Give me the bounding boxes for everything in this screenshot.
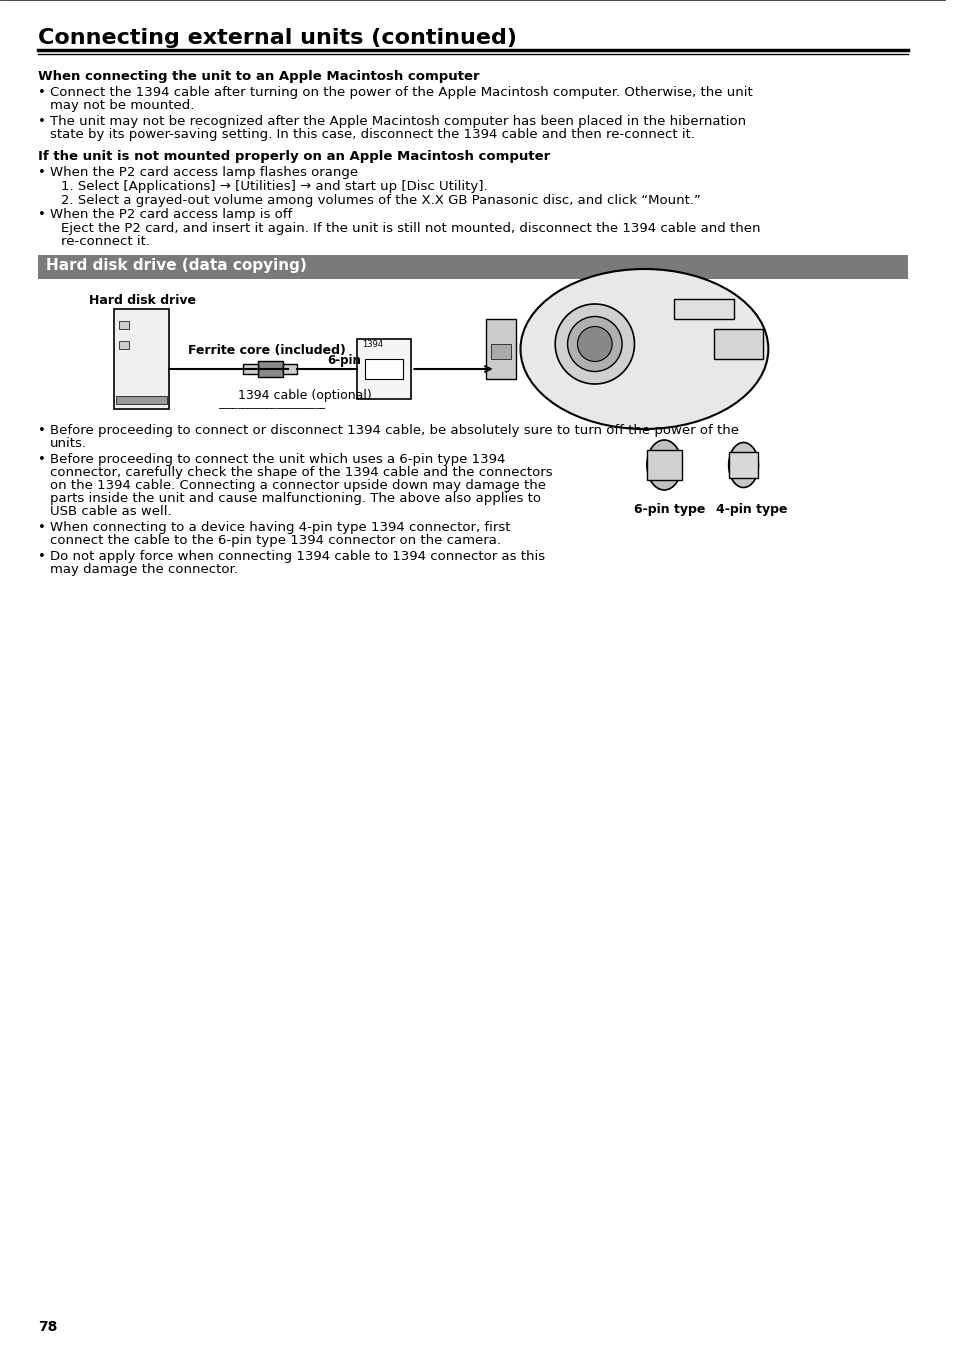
Text: units.: units. <box>50 437 87 450</box>
Text: •: • <box>37 167 46 179</box>
Bar <box>674 299 733 320</box>
Text: may not be mounted.: may not be mounted. <box>50 99 193 112</box>
Text: •: • <box>37 550 46 563</box>
Text: •: • <box>37 87 46 99</box>
Ellipse shape <box>555 305 634 385</box>
Text: Ferrite core (included): Ferrite core (included) <box>188 344 346 357</box>
Text: •: • <box>37 209 46 221</box>
Text: ______________________: ______________________ <box>218 399 325 409</box>
Text: The unit may not be recognized after the Apple Macintosh computer has been place: The unit may not be recognized after the… <box>50 115 745 129</box>
Bar <box>713 329 762 359</box>
Bar <box>282 364 297 374</box>
Bar <box>356 338 411 399</box>
Bar <box>490 344 510 359</box>
Bar <box>257 362 282 376</box>
Bar <box>119 341 129 349</box>
Text: Hard disk drive: Hard disk drive <box>90 294 196 307</box>
Text: When connecting to a device having 4-pin type 1394 connector, first: When connecting to a device having 4-pin… <box>50 521 510 533</box>
Text: 1394: 1394 <box>361 340 382 349</box>
Bar <box>728 452 758 478</box>
Bar <box>37 255 907 279</box>
Text: 6-pin: 6-pin <box>327 353 360 367</box>
Text: When the P2 card access lamp flashes orange: When the P2 card access lamp flashes ora… <box>50 167 357 179</box>
Ellipse shape <box>577 326 612 362</box>
Bar <box>364 359 402 379</box>
Ellipse shape <box>646 440 680 490</box>
Bar <box>485 320 515 379</box>
Bar <box>119 321 129 329</box>
Text: Hard disk drive (data copying): Hard disk drive (data copying) <box>46 259 306 274</box>
Text: When the P2 card access lamp is off: When the P2 card access lamp is off <box>50 209 292 221</box>
Text: Do not apply force when connecting 1394 cable to 1394 connector as this: Do not apply force when connecting 1394 … <box>50 550 544 563</box>
Text: on the 1394 cable. Connecting a connector upside down may damage the: on the 1394 cable. Connecting a connecto… <box>50 479 545 492</box>
Text: 1. Select [Applications] → [Utilities] → and start up [Disc Utility].: 1. Select [Applications] → [Utilities] →… <box>61 180 488 194</box>
Text: USB cable as well.: USB cable as well. <box>50 505 171 519</box>
Bar <box>647 450 681 481</box>
Text: connect the cable to the 6-pin type 1394 connector on the camera.: connect the cable to the 6-pin type 1394… <box>50 533 500 547</box>
Text: connector, carefully check the shape of the 1394 cable and the connectors: connector, carefully check the shape of … <box>50 466 552 479</box>
Text: 78: 78 <box>37 1320 57 1334</box>
Text: re-connect it.: re-connect it. <box>61 236 151 248</box>
Text: If the unit is not mounted properly on an Apple Macintosh computer: If the unit is not mounted properly on a… <box>37 150 549 162</box>
Text: parts inside the unit and cause malfunctioning. The above also applies to: parts inside the unit and cause malfunct… <box>50 492 540 505</box>
Text: 1394 cable (optional): 1394 cable (optional) <box>237 389 372 402</box>
Text: may damage the connector.: may damage the connector. <box>50 563 237 575</box>
Text: Before proceeding to connect the unit which uses a 6-pin type 1394: Before proceeding to connect the unit wh… <box>50 454 504 466</box>
Ellipse shape <box>567 317 621 371</box>
Text: Before proceeding to connect or disconnect 1394 cable, be absolutely sure to tur: Before proceeding to connect or disconne… <box>50 424 738 437</box>
Text: When connecting the unit to an Apple Macintosh computer: When connecting the unit to an Apple Mac… <box>37 70 478 83</box>
Text: 6-pin type: 6-pin type <box>634 502 705 516</box>
Text: •: • <box>37 424 46 437</box>
Text: 2. Select a grayed-out volume among volumes of the X.X GB Panasonic disc, and cl: 2. Select a grayed-out volume among volu… <box>61 194 700 207</box>
Bar <box>116 395 167 403</box>
Ellipse shape <box>728 443 758 487</box>
Ellipse shape <box>520 269 767 429</box>
Text: •: • <box>37 115 46 129</box>
Text: Connecting external units (continued): Connecting external units (continued) <box>37 28 517 47</box>
Text: Eject the P2 card, and insert it again. If the unit is still not mounted, discon: Eject the P2 card, and insert it again. … <box>61 222 760 236</box>
Text: state by its power-saving setting. In this case, disconnect the 1394 cable and t: state by its power-saving setting. In th… <box>50 129 694 141</box>
Text: •: • <box>37 454 46 466</box>
Text: •: • <box>37 521 46 533</box>
Text: 4-pin type: 4-pin type <box>715 502 786 516</box>
Text: Connect the 1394 cable after turning on the power of the Apple Macintosh compute: Connect the 1394 cable after turning on … <box>50 87 752 99</box>
Bar <box>243 364 257 374</box>
Bar <box>114 309 169 409</box>
